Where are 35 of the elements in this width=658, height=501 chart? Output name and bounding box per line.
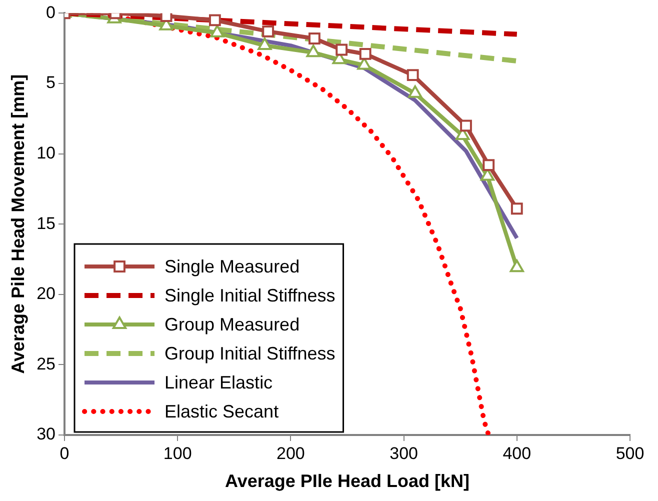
legend-label: Single Initial Stiffness xyxy=(164,285,336,306)
point xyxy=(408,85,422,98)
y-tick-label: 25 xyxy=(36,354,56,374)
legend-label: Elastic Secant xyxy=(164,401,279,422)
point xyxy=(258,38,272,50)
x-tick-label: 0 xyxy=(60,444,70,463)
x-axis-title: Average PIle Head Load [kN] xyxy=(225,471,470,492)
point xyxy=(359,48,372,60)
y-axis-title: Average Pile Head Movement [mm] xyxy=(8,74,28,374)
point xyxy=(482,159,495,171)
y-tick-label: 20 xyxy=(36,284,56,304)
y-tick-label: 30 xyxy=(36,424,56,444)
x-tick-label: 300 xyxy=(390,444,418,463)
legend-label: Group Initial Stiffness xyxy=(164,343,336,364)
legend-label: Group Measured xyxy=(164,314,300,334)
x-tick-label: 400 xyxy=(502,444,532,463)
y-tick-label: 5 xyxy=(46,73,56,92)
point xyxy=(208,14,221,26)
point xyxy=(308,32,320,44)
point xyxy=(460,120,472,132)
y-tick-label: 0 xyxy=(46,2,56,22)
legend-label: Single Measured xyxy=(164,256,300,276)
x-tick-label: 200 xyxy=(276,444,305,463)
point xyxy=(262,26,274,38)
legend-label: Linear Elastic xyxy=(164,372,273,392)
point xyxy=(406,69,419,82)
x-tick-label: 500 xyxy=(616,444,644,463)
x-tick-label: 100 xyxy=(163,444,192,463)
point xyxy=(510,202,523,215)
point xyxy=(336,44,348,56)
y-tick-label: 10 xyxy=(36,143,56,162)
point xyxy=(510,260,524,272)
point xyxy=(210,24,224,38)
point xyxy=(306,44,320,58)
y-tick-label: 15 xyxy=(36,214,56,233)
